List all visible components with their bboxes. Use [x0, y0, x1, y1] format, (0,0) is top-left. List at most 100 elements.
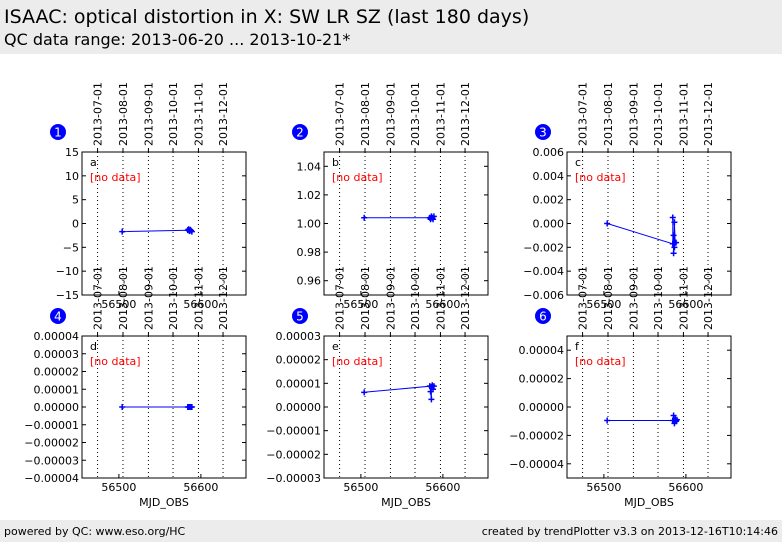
chart-panel-6: 2013-07-01 2013-08-01 2013-09-01 2013-10-01…	[509, 266, 732, 509]
y-tick-label: 0.004	[533, 170, 565, 183]
x-tick-label: 56600	[668, 298, 703, 311]
x-tick-label: 56500	[586, 481, 621, 494]
y-tick-label: −0.00002	[24, 437, 79, 450]
panel-badge	[535, 308, 551, 324]
y-tick-label: 5	[72, 194, 79, 207]
date-tick-label: 2013-07-01	[577, 82, 590, 146]
date-tick-label: 2013-10-01	[652, 82, 665, 146]
panel-badge-number: 1	[54, 126, 62, 140]
date-tick-label: 2013-07-01	[334, 266, 347, 330]
date-tick-label: 2013-11-01	[677, 82, 690, 146]
series-line	[607, 217, 677, 254]
x-tick-label: 56500	[343, 481, 378, 494]
date-tick-label: 2013-07-01	[334, 82, 347, 146]
y-tick-label: 0.00001	[276, 377, 322, 390]
y-tick-label: 0.00002	[276, 354, 322, 367]
date-tick-label: 2013-12-01	[217, 266, 230, 330]
data-point	[119, 404, 126, 410]
y-tick-label: 0.00000	[34, 401, 80, 414]
chart-grid: 2013-07-01 2013-08-01 2013-09-01 2013-10-01…	[24, 82, 732, 509]
panel-label: c	[575, 156, 581, 169]
date-tick-label: 2013-09-01	[384, 82, 397, 146]
chart-panel-3: 2013-07-01 2013-08-01 2013-09-01 2013-10-01…	[523, 82, 732, 311]
x-tick-label: 56500	[101, 481, 136, 494]
date-tick-label: 2013-11-01	[434, 82, 447, 146]
y-tick-label: 0.006	[533, 146, 565, 159]
data-point	[673, 239, 680, 246]
y-tick-label: −0.00003	[24, 454, 79, 467]
panel-label: d	[90, 340, 97, 353]
panel-badge	[292, 308, 308, 324]
data-point	[428, 396, 435, 403]
data-point	[430, 386, 437, 393]
series-line	[364, 215, 435, 221]
data-point	[188, 228, 195, 235]
x-tick-label: 56600	[425, 298, 460, 311]
y-tick-label: 0.00000	[519, 401, 565, 414]
date-tick-label: 2013-08-01	[602, 266, 615, 330]
y-tick-label: 0.00003	[276, 330, 322, 343]
panel-badge-number: 2	[296, 126, 304, 140]
y-tick-label: −5	[63, 241, 79, 254]
data-point	[670, 412, 677, 419]
panel-badge-number: 5	[296, 310, 304, 324]
data-point	[670, 232, 677, 239]
no-data-note: [no data]	[332, 355, 383, 368]
date-tick-label: 2013-11-01	[192, 82, 205, 146]
page-subtitle: QC data range: 2013-06-20 ... 2013-10-21…	[4, 30, 351, 49]
date-tick-label: 2013-09-01	[142, 266, 155, 330]
date-tick-label: 2013-10-01	[409, 82, 422, 146]
no-data-note: [no data]	[575, 171, 626, 184]
date-tick-label: 2013-12-01	[702, 82, 715, 146]
y-tick-label: −0.00001	[266, 425, 321, 438]
date-tick-label: 2013-08-01	[359, 266, 372, 330]
date-tick-label: 2013-08-01	[359, 82, 372, 146]
panel-badge	[292, 124, 308, 140]
date-tick-label: 2013-09-01	[627, 266, 640, 330]
date-tick-label: 2013-10-01	[409, 266, 422, 330]
y-tick-label: −0.00002	[266, 448, 321, 461]
date-tick-label: 2013-09-01	[142, 82, 155, 146]
report-footer: powered by QC: www.eso.org/HC created by…	[0, 520, 782, 542]
date-tick-label: 2013-09-01	[384, 266, 397, 330]
data-point	[671, 219, 678, 226]
x-tick-label: 56500	[343, 298, 378, 311]
panel-badge-number: 6	[539, 310, 547, 324]
y-tick-label: 0.00004	[519, 344, 565, 357]
no-data-note: [no data]	[90, 355, 141, 368]
data-point	[430, 383, 437, 390]
series-line	[122, 228, 193, 233]
y-tick-label: −0.006	[523, 289, 564, 302]
y-tick-label: 1.00	[297, 218, 322, 231]
y-tick-label: 15	[65, 146, 79, 159]
date-tick-label: 2013-12-01	[702, 266, 715, 330]
y-tick-label: 0.98	[297, 246, 322, 259]
date-tick-label: 2013-07-01	[92, 266, 105, 330]
no-data-note: [no data]	[332, 171, 383, 184]
data-point	[669, 214, 676, 221]
date-tick-label: 2013-07-01	[92, 82, 105, 146]
date-tick-label: 2013-08-01	[117, 266, 130, 330]
data-point	[188, 227, 195, 234]
y-tick-label: 0.002	[533, 194, 565, 207]
panel-badge	[50, 124, 66, 140]
y-tick-label: −0.00003	[266, 472, 321, 485]
date-tick-label: 2013-12-01	[459, 266, 472, 330]
panel-badge-number: 3	[539, 126, 547, 140]
panel-badge	[50, 308, 66, 324]
y-tick-label: 1.04	[297, 160, 322, 173]
date-tick-label: 2013-11-01	[192, 266, 205, 330]
y-tick-label: −0.00001	[24, 419, 79, 432]
y-tick-label: 10	[65, 170, 79, 183]
report-header: ISAAC: optical distortion in X: SW LR SZ…	[0, 0, 782, 54]
y-tick-label: −0.00004	[24, 472, 79, 485]
chart-panel-5: 2013-07-01 2013-08-01 2013-09-01 2013-10-01…	[266, 266, 489, 509]
series-line	[607, 415, 678, 424]
panel-label: f	[575, 340, 580, 353]
x-axis-label: MJD_OBS	[381, 496, 431, 509]
date-tick-label: 2013-08-01	[117, 82, 130, 146]
y-tick-label: −0.00002	[509, 429, 564, 442]
data-point	[430, 213, 437, 220]
footer-created-by: created by trendPlotter v3.3 on 2013-12-…	[481, 525, 778, 538]
data-point	[188, 404, 195, 410]
